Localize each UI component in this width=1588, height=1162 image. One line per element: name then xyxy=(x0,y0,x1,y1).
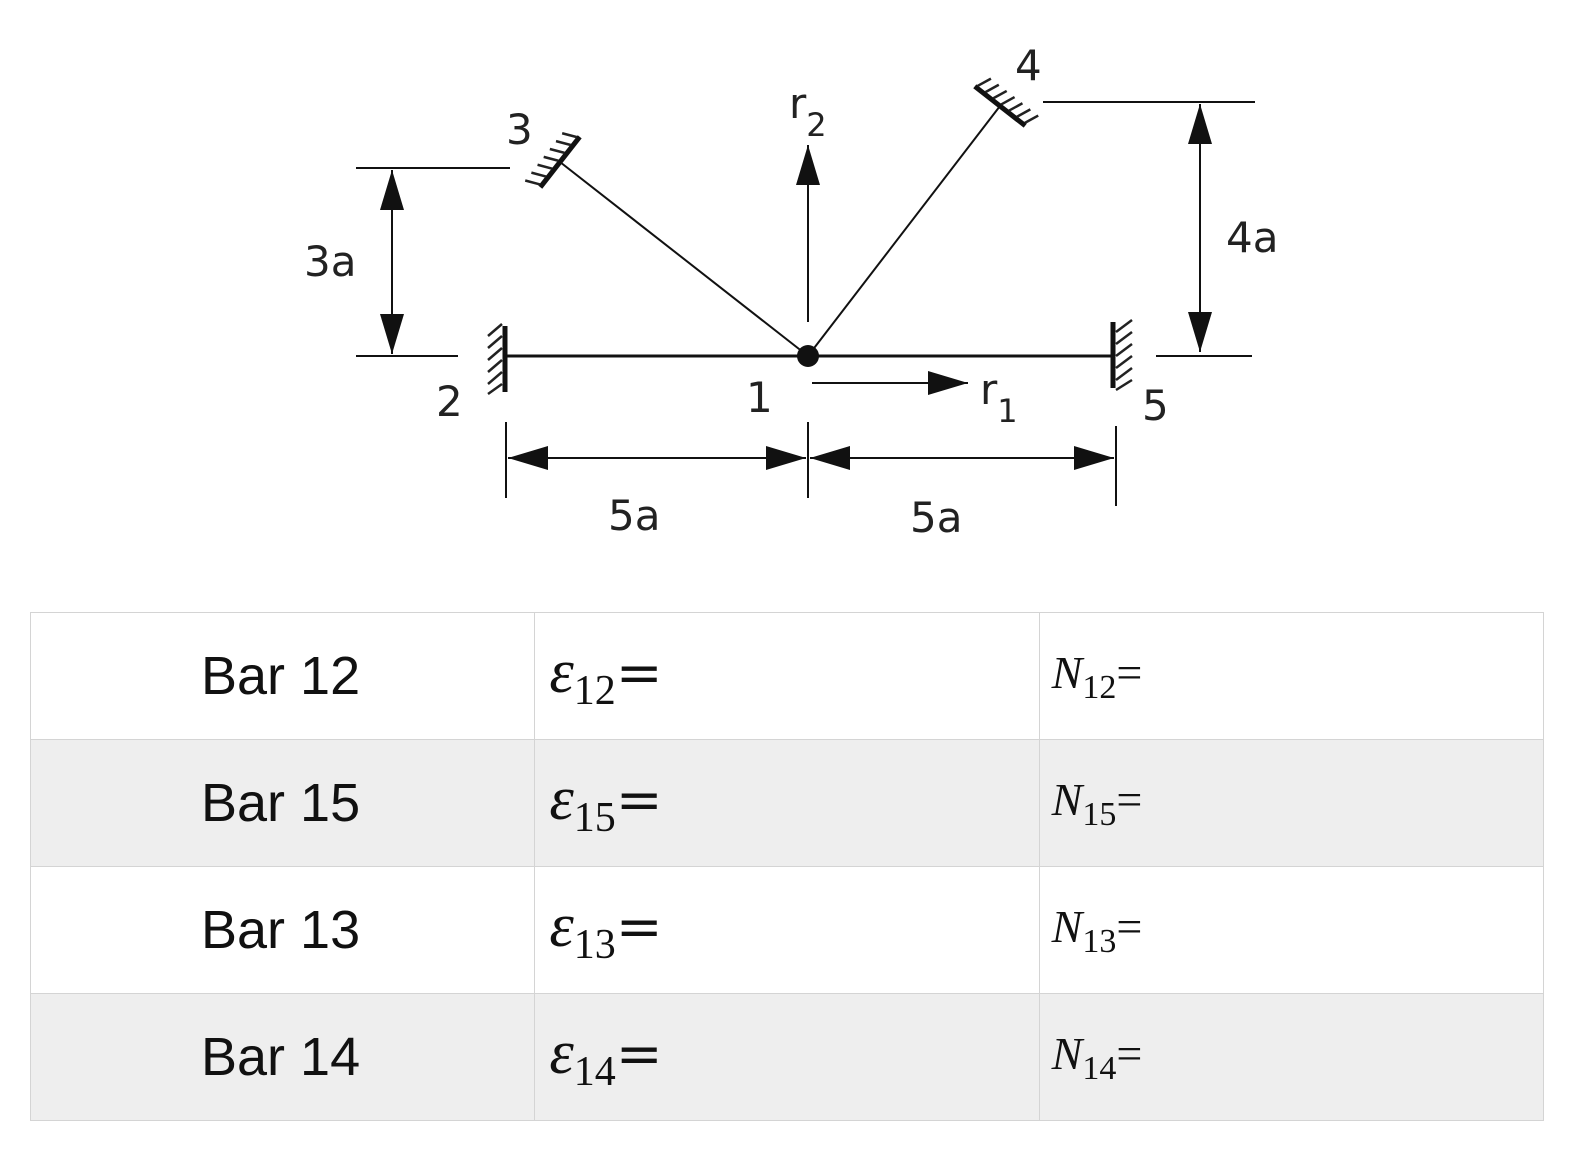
r1-sub: 1 xyxy=(997,392,1017,430)
strain-equals: = xyxy=(615,895,663,960)
strain-symbol: ε xyxy=(549,765,574,833)
strain-subscript: 13 xyxy=(573,922,616,968)
bar-name-cell: Bar 13 xyxy=(29,866,536,994)
strain-subscript: 14 xyxy=(573,1049,616,1095)
node-1-label: 1 xyxy=(746,373,773,422)
support-3 xyxy=(524,132,582,189)
force-subscript: 12 xyxy=(1082,668,1117,706)
force-subscript: 15 xyxy=(1082,795,1117,833)
node-3-label: 3 xyxy=(506,105,533,154)
truss-diagram: 3 4 2 1 5 r2 r1 3a 4a 5a 5a xyxy=(304,41,1278,542)
force-symbol: N xyxy=(1051,646,1083,698)
bar-name-cell: Bar 12 xyxy=(29,612,536,740)
strain-symbol: ε xyxy=(549,638,574,706)
force-cell[interactable]: N14= xyxy=(1038,993,1545,1121)
strain-equals: = xyxy=(615,768,663,833)
force-subscript: 13 xyxy=(1082,922,1117,960)
table-row: Bar 15 ε15= N15= xyxy=(29,739,1545,867)
bar-name-cell: Bar 14 xyxy=(29,993,536,1121)
node-4-label: 4 xyxy=(1015,41,1042,90)
strain-cell[interactable]: ε14= xyxy=(534,993,1040,1121)
node-2-label: 2 xyxy=(436,377,463,426)
dimension-4a xyxy=(1043,101,1255,357)
force-equals: = xyxy=(1116,1027,1143,1079)
r2-label: r2 xyxy=(789,79,827,144)
force-symbol: N xyxy=(1051,1027,1083,1079)
force-equals: = xyxy=(1116,646,1143,698)
bar-14 xyxy=(807,105,1001,357)
strain-subscript: 15 xyxy=(573,795,616,841)
table-row: Bar 14 ε14= N14= xyxy=(29,993,1545,1121)
bar-name-cell: Bar 15 xyxy=(29,739,536,867)
dimension-5a-left-label: 5a xyxy=(608,491,660,540)
dimension-3a xyxy=(356,167,510,357)
table-row: Bar 13 ε13= N13= xyxy=(29,866,1545,994)
strain-equals: = xyxy=(615,1022,663,1087)
node-5-label: 5 xyxy=(1142,381,1169,430)
strain-cell[interactable]: ε12= xyxy=(534,612,1040,740)
strain-subscript: 12 xyxy=(573,668,616,714)
support-5 xyxy=(1110,319,1133,392)
bar-answer-table: Bar 12 ε12= N12= Bar 15 ε15= N15= Bar 13 ε13= N1… xyxy=(29,612,1545,1121)
r2-base: r xyxy=(789,79,807,128)
dimension-3a-label: 3a xyxy=(304,237,356,286)
force-cell[interactable]: N15= xyxy=(1038,739,1545,867)
support-4 xyxy=(973,77,1039,128)
force-subscript: 14 xyxy=(1082,1049,1117,1087)
force-symbol: N xyxy=(1051,773,1083,825)
bar-rows: Bar 12 ε12= N12= Bar 15 ε15= N15= Bar 13 ε13= N1… xyxy=(29,612,1545,1121)
force-equals: = xyxy=(1116,900,1143,952)
table-row: Bar 12 ε12= N12= xyxy=(29,612,1545,740)
strain-equals: = xyxy=(615,641,663,706)
force-symbol: N xyxy=(1051,900,1083,952)
support-2 xyxy=(487,323,508,396)
force-equals: = xyxy=(1116,773,1143,825)
dimension-5a-right-label: 5a xyxy=(910,493,962,542)
strain-symbol: ε xyxy=(549,892,574,960)
dimension-span xyxy=(505,422,1117,506)
strain-symbol: ε xyxy=(549,1019,574,1087)
bar-13 xyxy=(559,161,809,357)
r1-base: r xyxy=(980,365,998,414)
force-cell[interactable]: N12= xyxy=(1038,612,1545,740)
dimension-4a-label: 4a xyxy=(1226,213,1278,262)
strain-cell[interactable]: ε13= xyxy=(534,866,1040,994)
r1-label: r1 xyxy=(980,365,1018,430)
strain-cell[interactable]: ε15= xyxy=(534,739,1040,867)
force-cell[interactable]: N13= xyxy=(1038,866,1545,994)
r2-sub: 2 xyxy=(806,106,826,144)
node-1-joint xyxy=(797,345,819,367)
